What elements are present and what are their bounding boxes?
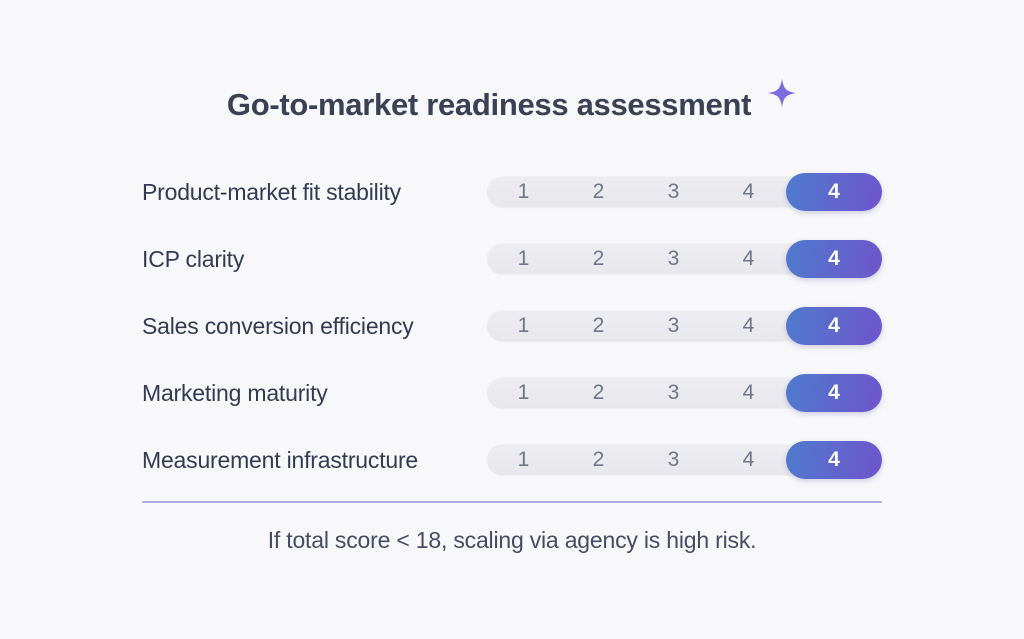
- sparkle-icon: [767, 78, 797, 108]
- assessment-rows: Product-market fit stability 1 2 3 4 4 I…: [142, 173, 882, 480]
- row-label: Marketing maturity: [142, 379, 328, 406]
- selected-score-pill[interactable]: 4: [786, 173, 882, 212]
- rating-scale: 1 2 3 4 4: [486, 173, 882, 212]
- scale-option-1[interactable]: 1: [486, 314, 561, 338]
- footer-note: If total score < 18, scaling via agency …: [267, 527, 757, 554]
- assessment-row-sales-conversion: Sales conversion efficiency 1 2 3 4 4: [142, 307, 882, 346]
- scale-option-2[interactable]: 2: [561, 448, 636, 472]
- rating-scale: 1 2 3 4 4: [486, 307, 882, 346]
- rating-scale: 1 2 3 4 4: [486, 240, 882, 279]
- assessment-row-marketing-maturity: Marketing maturity 1 2 3 4 4: [142, 374, 882, 413]
- row-label: Measurement infrastructure: [142, 446, 419, 473]
- scale-option-1[interactable]: 1: [486, 247, 561, 271]
- scale-option-3[interactable]: 3: [636, 247, 711, 271]
- scale-option-2[interactable]: 2: [561, 381, 636, 405]
- scale-option-3[interactable]: 3: [636, 381, 711, 405]
- page-title: Go-to-market readiness assessment: [226, 87, 752, 122]
- selected-score-pill[interactable]: 4: [786, 441, 882, 480]
- assessment-row-measurement-infrastructure: Measurement infrastructure 1 2 3 4 4: [142, 441, 882, 480]
- scale-option-4[interactable]: 4: [711, 381, 786, 405]
- rating-scale: 1 2 3 4 4: [486, 441, 882, 480]
- scale-option-3[interactable]: 3: [636, 180, 711, 204]
- rating-scale: 1 2 3 4 4: [486, 374, 882, 413]
- scale-option-4[interactable]: 4: [711, 314, 786, 338]
- scale-option-2[interactable]: 2: [561, 180, 636, 204]
- scale-option-3[interactable]: 3: [636, 314, 711, 338]
- scale-option-4[interactable]: 4: [711, 247, 786, 271]
- scale-option-1[interactable]: 1: [486, 448, 561, 472]
- row-label: ICP clarity: [142, 245, 245, 272]
- scale-option-4[interactable]: 4: [711, 180, 786, 204]
- scale-option-3[interactable]: 3: [636, 448, 711, 472]
- scale-option-1[interactable]: 1: [486, 381, 561, 405]
- divider: [142, 501, 882, 504]
- selected-score-pill[interactable]: 4: [786, 240, 882, 279]
- scale-option-4[interactable]: 4: [711, 448, 786, 472]
- selected-score-pill[interactable]: 4: [786, 307, 882, 346]
- scale-option-2[interactable]: 2: [561, 314, 636, 338]
- row-label: Sales conversion efficiency: [142, 312, 414, 339]
- assessment-row-icp-clarity: ICP clarity 1 2 3 4 4: [142, 240, 882, 279]
- row-label: Product-market fit stability: [142, 178, 401, 205]
- header: Go-to-market readiness assessment: [142, 78, 882, 123]
- scale-option-2[interactable]: 2: [561, 247, 636, 271]
- selected-score-pill[interactable]: 4: [786, 374, 882, 413]
- assessment-row-product-market-fit: Product-market fit stability 1 2 3 4 4: [142, 173, 882, 212]
- scale-option-1[interactable]: 1: [486, 180, 561, 204]
- content-column: Go-to-market readiness assessment Produc…: [142, 0, 882, 554]
